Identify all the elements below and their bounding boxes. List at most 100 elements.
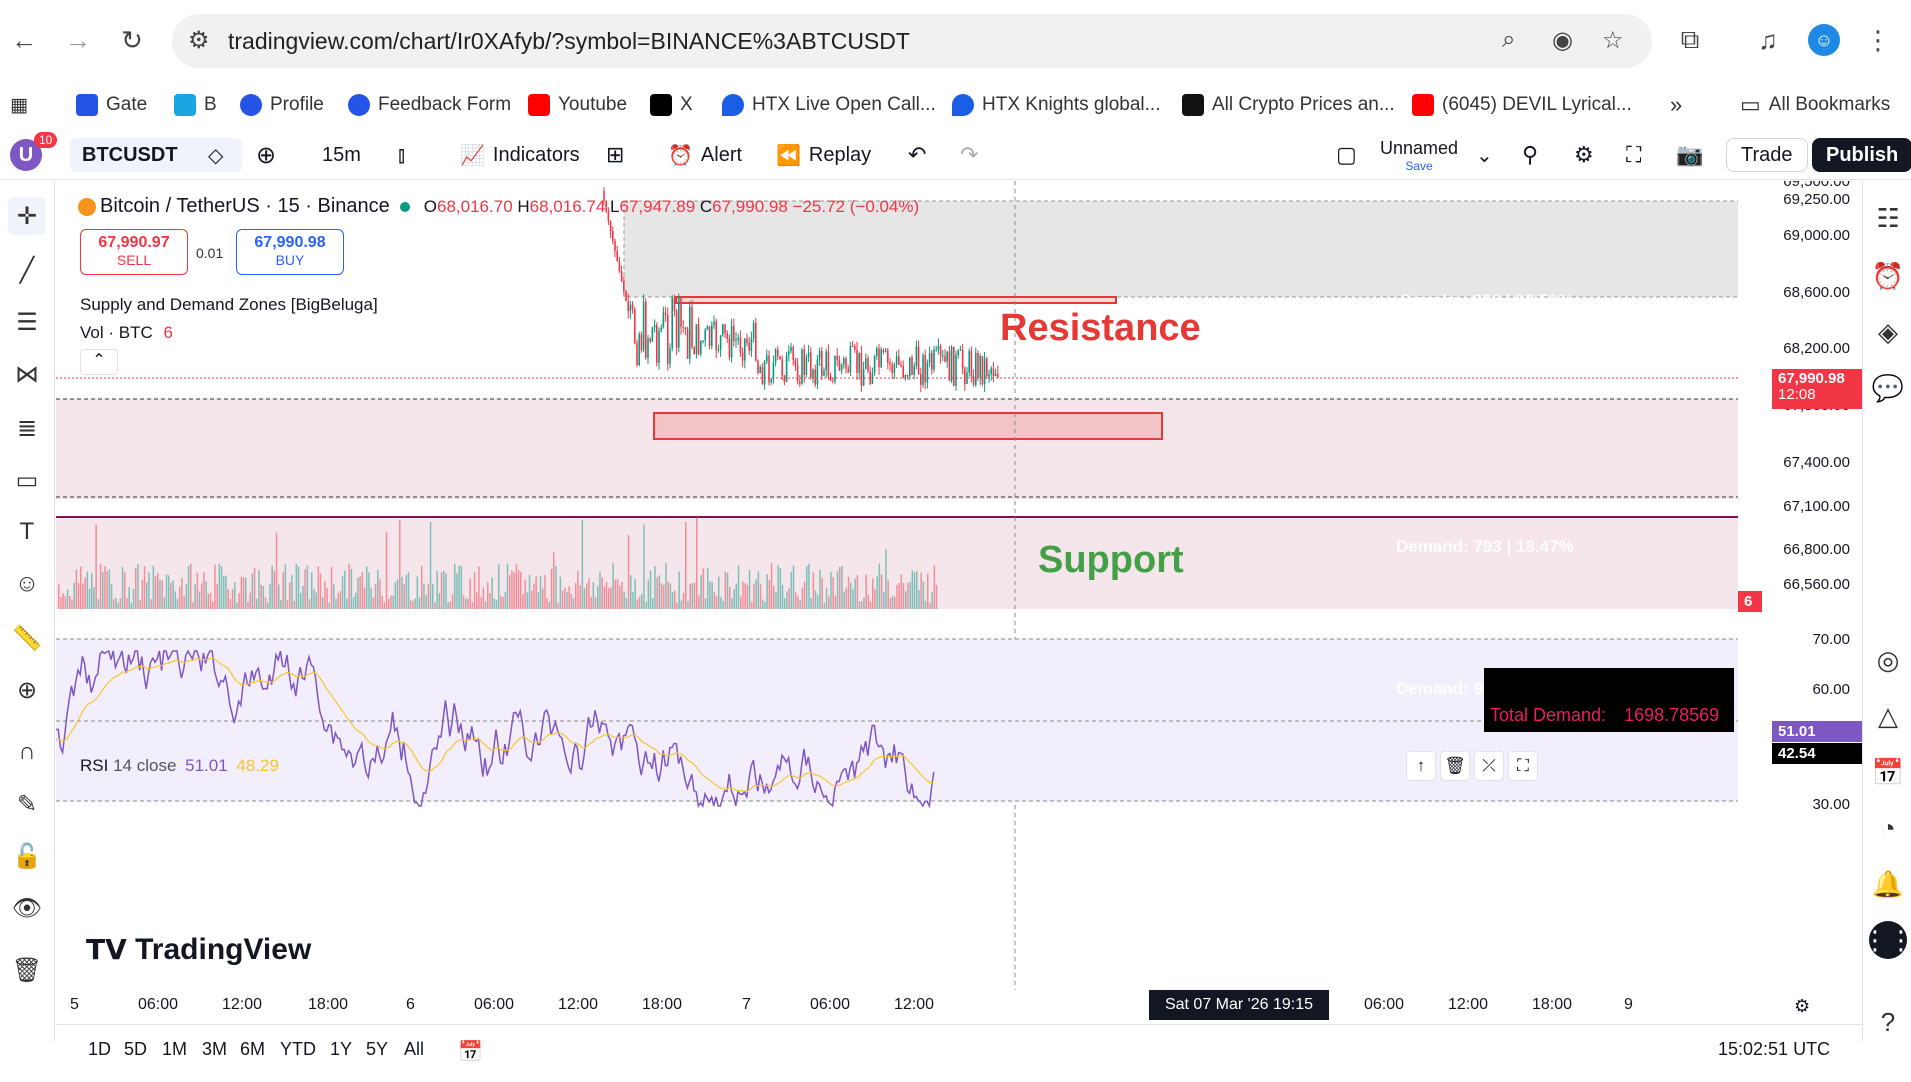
undo-icon[interactable]: ↶	[908, 142, 927, 167]
range-1m[interactable]: 1M	[162, 1039, 188, 1059]
forward-icon[interactable]: →	[65, 24, 91, 55]
bookmark-feedback[interactable]: Feedback Form	[348, 88, 511, 122]
camera-icon[interactable]: 📷	[1676, 142, 1704, 167]
quick-search-icon[interactable]: ⚲	[1522, 142, 1539, 167]
move-up-icon[interactable]: ↑	[1406, 751, 1436, 781]
profile-avatar[interactable]: ☺	[1808, 24, 1840, 56]
time-axis[interactable]: 5 06:00 12:00 18:00 6 06:00 12:00 18:00 …	[56, 990, 1862, 1020]
symbol-search[interactable]: BTCUSDT	[70, 138, 242, 172]
compare-add-icon[interactable]: ⊕	[256, 141, 277, 169]
layers-icon[interactable]: ◈	[1878, 316, 1898, 347]
utc-clock[interactable]: 15:02:51 UTC	[1718, 1039, 1831, 1059]
chart-canvas[interactable]	[56, 181, 1862, 1001]
volume-bar	[150, 599, 152, 609]
magnet-icon[interactable]: ∩	[18, 738, 36, 765]
calendar-icon[interactable]: 📅	[1871, 756, 1905, 787]
price-scale[interactable]: 69,500.00 69,250.00 69,000.00 68,600.00 …	[1738, 181, 1862, 1001]
target-icon[interactable]: ◎	[1876, 644, 1900, 675]
ruler-icon[interactable]: 📏	[12, 624, 42, 652]
axis-settings-icon[interactable]: ⚙	[1794, 996, 1811, 1016]
emoji-icon[interactable]: ☺	[14, 570, 40, 597]
range-all[interactable]: All	[404, 1039, 425, 1059]
trash-icon[interactable]: 🗑	[1440, 751, 1470, 781]
trade-button[interactable]: Trade	[1726, 138, 1808, 172]
forecast-icon[interactable]: ≣	[16, 414, 38, 442]
trash-icon[interactable]: 🗑	[11, 956, 43, 984]
watchlist-icon[interactable]: ☷	[1876, 202, 1900, 233]
media-icon[interactable]: ♫	[1758, 24, 1778, 55]
bookmark-gate[interactable]: Gate	[76, 88, 147, 122]
chart-pane[interactable]: Bitcoin / TetherUS · 15 · Binance O68,01…	[56, 181, 1862, 1001]
bookmark-htx-knights[interactable]: HTX Knights global...	[952, 88, 1160, 122]
address-bar[interactable]: ⚙ tradingview.com/chart/Ir0XAfyb/?symbol…	[172, 14, 1652, 68]
bar-style-icon[interactable]: ⫾	[398, 142, 406, 167]
bell-icon[interactable]: 🔔	[1871, 868, 1905, 899]
chevron-down-icon[interactable]: ⌄	[1476, 144, 1493, 167]
alerts-clock-icon[interactable]: ⏰	[1871, 260, 1905, 291]
apps-grid-icon[interactable]: ⋮⋮	[1862, 921, 1911, 959]
star-icon[interactable]: ☆	[1602, 27, 1624, 54]
bookmark-devil[interactable]: (6045) DEVIL Lyrical...	[1412, 88, 1632, 122]
pattern-icon[interactable]: ⋈	[15, 360, 39, 388]
crosshair-icon[interactable]: ✛	[8, 197, 46, 235]
collapse-legend-button[interactable]: ⌃	[80, 349, 118, 375]
range-5d[interactable]: 5D	[124, 1039, 148, 1059]
indicators-button[interactable]: 📈 Indicators	[460, 143, 580, 167]
layout-name[interactable]: Unnamed Save	[1380, 138, 1459, 173]
eye-icon[interactable]: 👁	[11, 894, 43, 922]
bookmark-htx-live[interactable]: HTX Live Open Call...	[722, 88, 936, 122]
pencil-lock-icon[interactable]: ✎	[16, 790, 38, 818]
range-6m[interactable]: 6M	[240, 1039, 266, 1059]
apps-icon[interactable]: ▦	[10, 94, 28, 116]
range-3m[interactable]: 3M	[202, 1039, 228, 1059]
help-icon[interactable]: ?	[1880, 1006, 1896, 1037]
zoom-in-icon[interactable]: ⊕	[16, 676, 38, 704]
range-5y[interactable]: 5Y	[366, 1039, 389, 1059]
publish-button[interactable]: Publish	[1812, 138, 1911, 172]
eye-off-icon[interactable]: ◉	[1552, 27, 1573, 54]
fullscreen-icon[interactable]: ⛶	[1626, 142, 1642, 167]
replay-button[interactable]: ⏪ Replay	[776, 143, 872, 167]
collapse-icon[interactable]: ⤫	[1474, 751, 1504, 781]
ideas-icon[interactable]: △	[1878, 700, 1898, 731]
shapes-icon[interactable]: ▭	[15, 466, 39, 494]
bookmark-crypto-prices[interactable]: All Crypto Prices an...	[1182, 88, 1395, 122]
back-icon[interactable]: ←	[11, 24, 37, 55]
zoom-icon[interactable]: ⌕	[1502, 26, 1516, 53]
sell-button[interactable]: 67,990.97 SELL	[80, 229, 188, 275]
chart-title[interactable]: Bitcoin / TetherUS · 15 · Binance	[100, 195, 390, 217]
settings-icon[interactable]: ⚙	[1574, 142, 1594, 167]
interval-select[interactable]: 15m	[322, 143, 361, 166]
more-bookmarks-icon[interactable]: »	[1670, 92, 1683, 117]
bookmark-x[interactable]: X	[650, 88, 693, 122]
site-info-icon[interactable]: ⚙	[188, 27, 210, 54]
maximize-icon[interactable]: ⛶	[1508, 751, 1538, 781]
indicator-volume[interactable]: Vol · BTC 6	[80, 323, 173, 342]
templates-icon[interactable]: ⊞	[606, 142, 625, 167]
alert-button[interactable]: ⏰ Alert	[668, 143, 743, 167]
reload-icon[interactable]: ↻	[121, 24, 143, 55]
extensions-icon[interactable]: ⧉	[1680, 24, 1700, 54]
diamond-icon[interactable]: ◇	[208, 144, 224, 167]
buy-button[interactable]: 67,990.98 BUY	[236, 229, 344, 275]
indicator-supply-demand[interactable]: Supply and Demand Zones [BigBeluga]	[80, 295, 378, 314]
range-1y[interactable]: 1Y	[330, 1039, 353, 1059]
date-range-icon[interactable]: 📅	[458, 1041, 483, 1063]
layout-icon[interactable]: ▢	[1336, 142, 1357, 167]
text-icon[interactable]: T	[19, 518, 35, 545]
rsi-legend[interactable]: RSI 14 close 51.01 48.29	[80, 756, 279, 775]
stream-icon[interactable]: ◔	[1880, 812, 1896, 843]
bookmark-youtube[interactable]: Youtube	[528, 88, 627, 122]
range-1d[interactable]: 1D	[88, 1039, 112, 1059]
trendline-icon[interactable]: ╱	[19, 256, 35, 284]
menu-icon[interactable]: ⋮	[1865, 24, 1891, 55]
bookmark-b[interactable]: B	[174, 88, 217, 122]
user-avatar[interactable]: U 10	[10, 132, 58, 172]
lock-icon[interactable]: 🔓	[12, 842, 42, 870]
bookmark-profile[interactable]: Profile	[240, 88, 324, 122]
range-ytd[interactable]: YTD	[280, 1039, 316, 1059]
all-bookmarks[interactable]: ▭ All Bookmarks	[1740, 92, 1891, 117]
redo-icon[interactable]: ↷	[960, 142, 979, 167]
fib-icon[interactable]: ☰	[16, 308, 38, 336]
chat-icon[interactable]: 💬	[1871, 372, 1905, 403]
